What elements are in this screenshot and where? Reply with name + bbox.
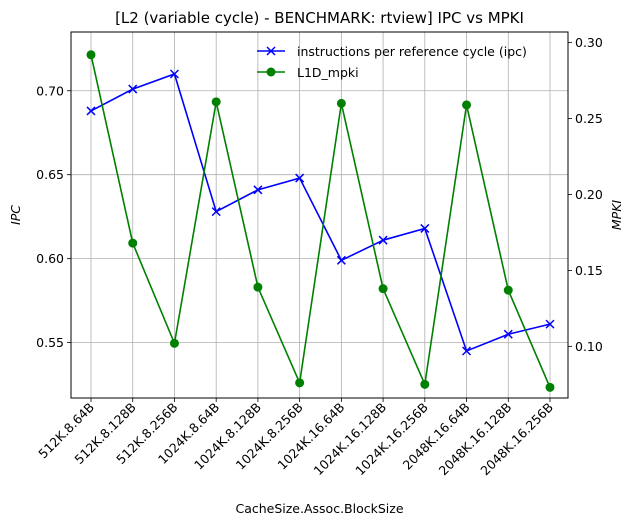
mpki-data-point [211,97,221,107]
ipc-data-point [336,255,346,265]
ipc-series-line [90,72,551,353]
ipc-data-point [86,106,96,116]
grid [71,32,568,398]
ipc-data-point [169,69,179,79]
y-right-tick-label: 0.15 [575,263,603,278]
legend: instructions per reference cycle (ipc) L… [257,44,527,80]
ipc-data-point [503,329,513,339]
mpki-data-point [378,284,388,294]
chart-title: [L2 (variable cycle) - BENCHMARK: rtview… [115,9,524,27]
plot-frame [70,31,569,399]
legend-mpki-marker [266,67,276,77]
y-axis-label-left: IPC [8,205,23,225]
y-left-tick-label: 0.70 [36,83,64,98]
y-left-tick-label: 0.65 [36,167,64,182]
ipc-data-point [462,346,472,356]
y-right-tick-label: 0.10 [575,339,603,354]
ipc-data-point [420,223,430,233]
mpki-data-point [253,282,263,292]
y-left-tick-label: 0.55 [36,335,64,350]
ipc-data-point [211,207,221,217]
axes: 512K.8.64B512K.8.128B512K.8.256B1024K.8.… [35,35,603,478]
ipc-data-point [253,185,263,195]
y-left-tick-label: 0.60 [36,251,64,266]
ipc-data-point [128,84,138,94]
mpki-data-point [420,379,430,389]
mpki-data-point [128,238,138,248]
mpki-data-point [462,100,472,110]
ipc-data-point [295,173,305,183]
mpki-data-point [169,338,179,348]
mpki-data-point [545,382,555,392]
mpki-data-point [336,98,346,108]
ipc-data-point [545,319,555,329]
legend-ipc-label: instructions per reference cycle (ipc) [297,44,527,59]
y-right-tick-label: 0.30 [575,35,603,50]
mpki-data-point [86,50,96,60]
mpki-series-line [90,54,551,388]
mpki-data-point [295,378,305,388]
mpki-data-point [503,285,513,295]
y-axis-label-right: MPKI [609,200,624,231]
ipc-data-point [378,235,388,245]
y-right-tick-label: 0.20 [575,187,603,202]
y-right-tick-label: 0.25 [575,111,603,126]
series-layer [86,50,555,392]
x-axis-label: CacheSize.Assoc.BlockSize [235,501,403,516]
legend-ipc-marker [266,46,276,56]
legend-mpki-label: L1D_mpki [297,65,359,80]
